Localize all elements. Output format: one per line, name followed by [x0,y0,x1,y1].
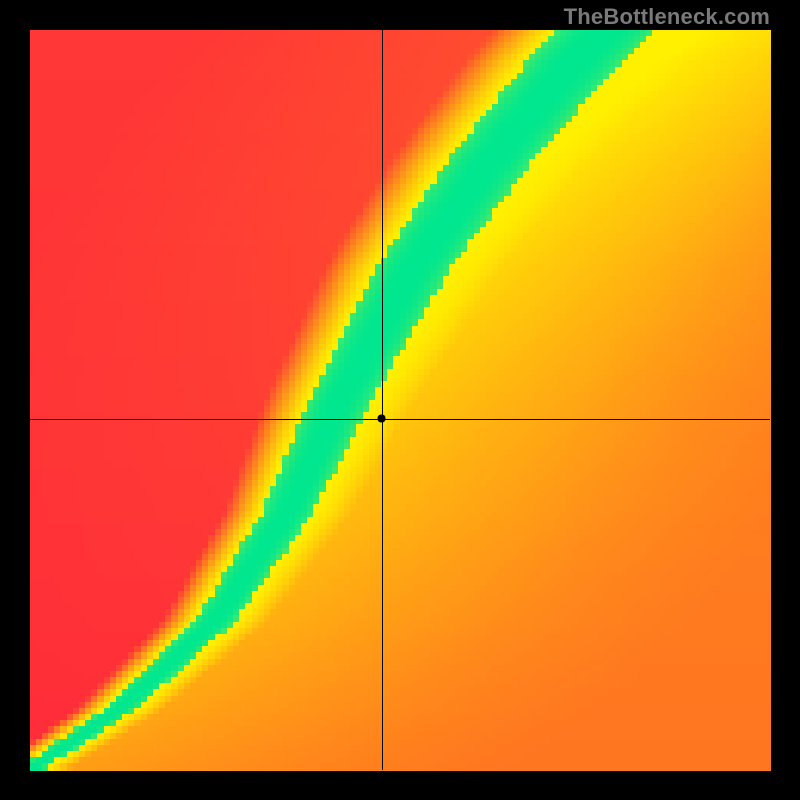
bottleneck-heatmap [0,0,800,800]
chart-container: { "watermark": { "text": "TheBottleneck.… [0,0,800,800]
watermark-text: TheBottleneck.com [564,4,770,30]
